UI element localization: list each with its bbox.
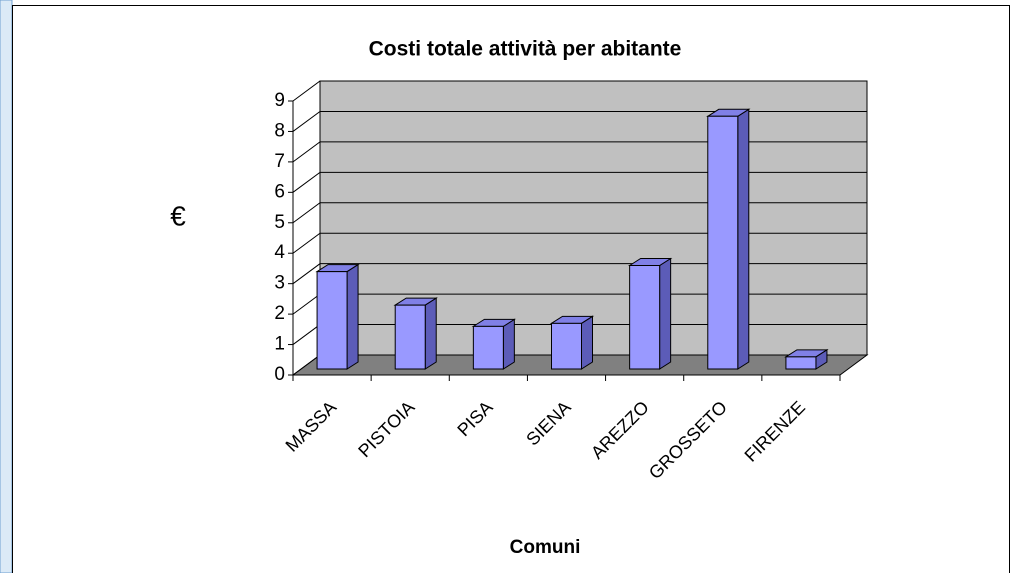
y-tick-label: 1: [274, 334, 285, 355]
y-tick-label: 4: [274, 242, 285, 263]
bar-front: [472, 325, 504, 370]
chart-title: Costi totale attività per abitante: [369, 38, 682, 61]
bar: [706, 108, 751, 370]
grid-line: [292, 171, 867, 193]
x-axis-label: Comuni: [510, 537, 581, 558]
grid-line: [292, 141, 867, 163]
bar: [393, 297, 438, 370]
grid-line: [292, 263, 867, 285]
y-tick-label: 9: [274, 90, 285, 111]
bar: [315, 263, 360, 370]
grid-line: [292, 232, 867, 254]
y-tick-label: 2: [274, 303, 285, 324]
side-strip: [0, 0, 13, 573]
y-tick-label: 0: [274, 364, 285, 385]
bar: [549, 315, 595, 370]
bar-front: [394, 304, 426, 370]
bar-side: [424, 297, 437, 370]
bar-side: [346, 263, 359, 370]
bar-front: [316, 271, 348, 370]
y-tick-label: 8: [274, 120, 285, 141]
bar: [784, 348, 829, 370]
bar-front: [785, 356, 817, 370]
bar-front: [551, 322, 582, 370]
bar-front: [707, 115, 739, 370]
bar-front: [629, 264, 661, 370]
bar-side: [737, 108, 750, 370]
y-tick-label: 3: [274, 273, 285, 294]
y-tick-label: 7: [274, 151, 285, 172]
bar: [471, 318, 517, 370]
y-tick-label: 5: [274, 212, 285, 233]
grid-line: [292, 110, 867, 132]
bar: [627, 257, 673, 370]
y-tick-label: 6: [274, 181, 285, 202]
bar-side: [502, 318, 515, 370]
grid-line: [292, 80, 867, 102]
bar-side: [581, 315, 593, 370]
bar-side: [659, 257, 672, 370]
y-axis-label: €: [170, 200, 186, 231]
grid-line: [292, 202, 867, 224]
